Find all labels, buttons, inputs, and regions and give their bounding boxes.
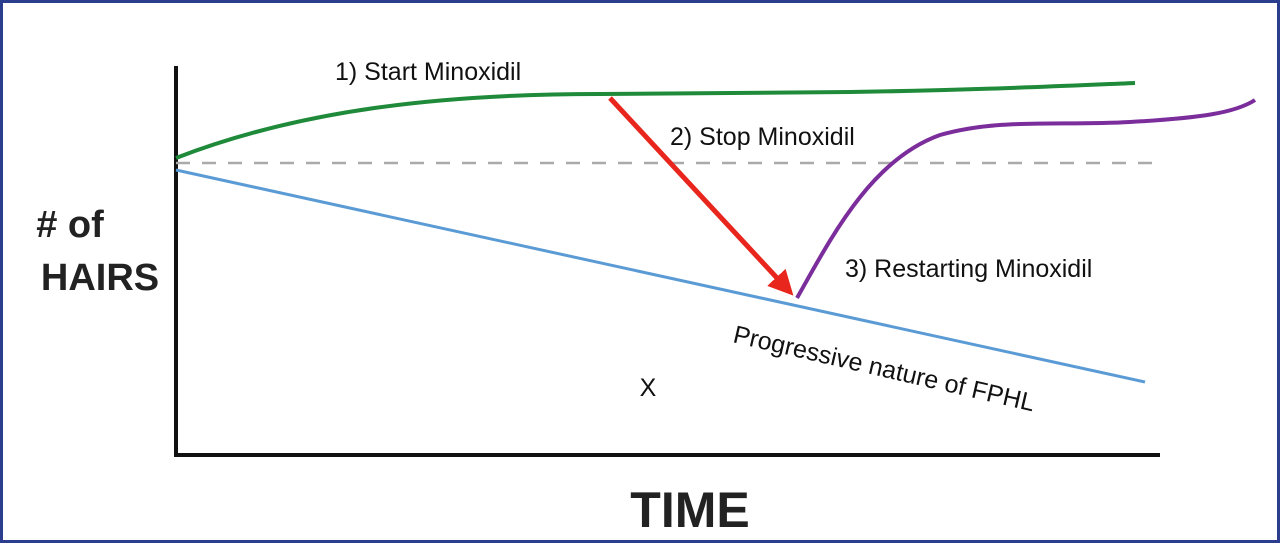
marker: X <box>640 374 657 402</box>
stop-arrow <box>608 96 794 296</box>
annotation: 2) Stop Minoxidil <box>670 123 855 151</box>
annotation: 3) Restarting Minoxidil <box>845 255 1092 283</box>
x-axis-label: TIME <box>630 482 749 538</box>
y-axis-label: HAIRS <box>41 257 159 299</box>
annotation: 1) Start Minoxidil <box>335 58 521 86</box>
minoxidil-curve <box>175 81 1136 160</box>
y-axis-label: # of <box>36 204 104 246</box>
decline-line <box>175 168 1146 384</box>
restart-curve <box>795 98 1257 299</box>
